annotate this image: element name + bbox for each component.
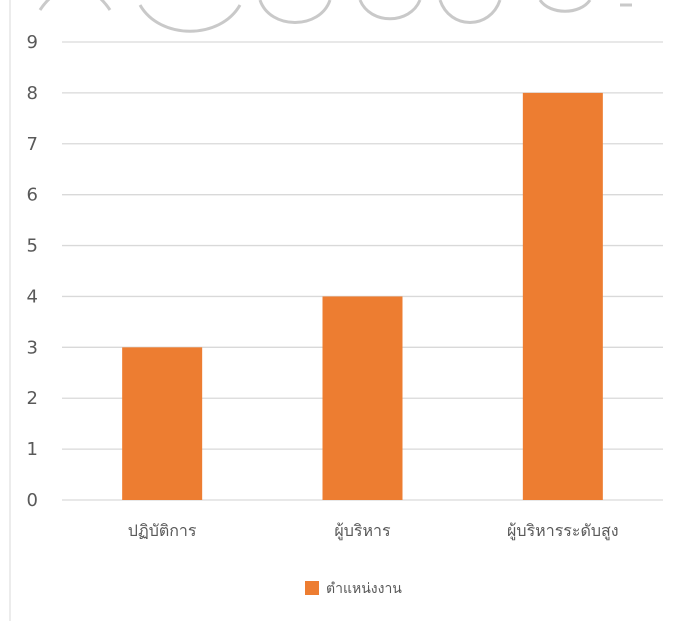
- chart-frame: [9, 0, 11, 621]
- bar-2: [522, 92, 603, 500]
- y-tick-label: 3: [27, 337, 38, 358]
- legend: ตำแหน่งงาน: [305, 581, 402, 597]
- x-tick-label: ผู้บริหารระดับสูง: [507, 521, 619, 541]
- x-axis: ปฏิบัติการ ผู้บริหาร ผู้บริหารระดับสูง: [128, 521, 619, 541]
- y-tick-label: 4: [27, 286, 38, 307]
- bars: [122, 92, 603, 500]
- y-tick-label: 2: [27, 388, 38, 409]
- bar-0: [122, 347, 203, 500]
- y-tick-label: 8: [27, 83, 38, 104]
- y-tick-label: 7: [27, 134, 38, 155]
- y-tick-label: 9: [27, 32, 38, 53]
- y-axis: 0 1 2 3 4 5 6 7 8 9: [27, 32, 38, 511]
- bar-1: [322, 296, 403, 500]
- y-tick-label: 6: [27, 185, 38, 206]
- legend-swatch: [305, 581, 319, 595]
- legend-label: ตำแหน่งงาน: [326, 581, 402, 597]
- x-tick-label: ปฏิบัติการ: [128, 521, 197, 540]
- y-tick-label: 0: [27, 490, 38, 511]
- y-tick-label: 5: [27, 236, 38, 257]
- watermark-seal: [38, 0, 632, 33]
- x-tick-label: ผู้บริหาร: [334, 521, 391, 541]
- y-tick-label: 1: [27, 439, 38, 460]
